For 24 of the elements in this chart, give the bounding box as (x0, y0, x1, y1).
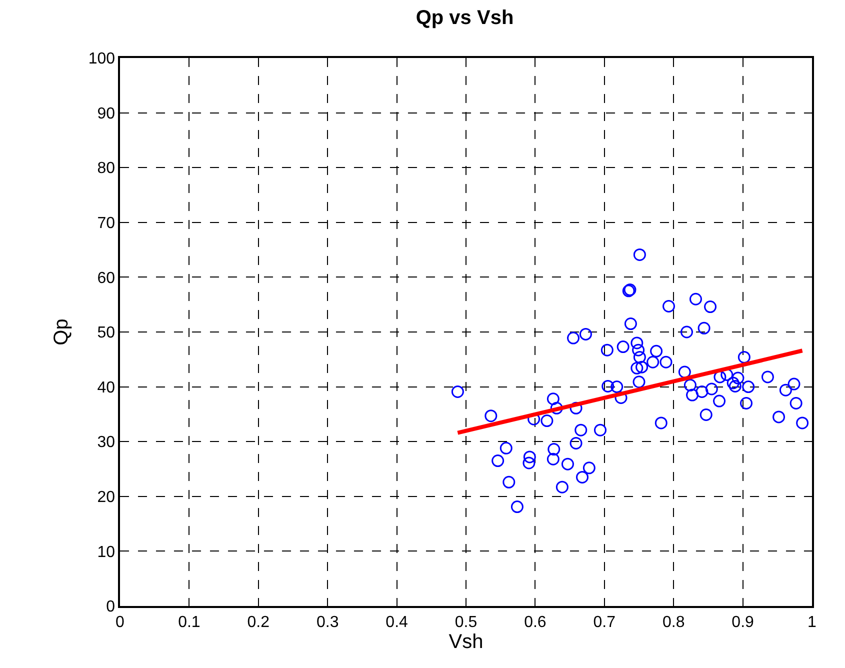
x-tick-label: 0.2 (247, 614, 270, 631)
y-tick-label: 20 (97, 489, 116, 506)
y-axis-title: Qp (50, 318, 72, 346)
y-tick-label: 50 (97, 324, 116, 342)
y-tick-label: 70 (97, 215, 116, 232)
x-tick-label: 0.9 (732, 614, 754, 631)
y-tick-label: 0 (106, 598, 116, 616)
y-tick-label: 90 (97, 105, 116, 122)
x-tick-label: 0.6 (524, 614, 546, 631)
y-tick-label: 40 (97, 379, 116, 396)
y-tick-label: 100 (88, 50, 116, 68)
x-tick-label: 0.5 (454, 614, 478, 631)
x-axis-title: Vsh (448, 630, 484, 653)
x-tick-label: 0.3 (316, 614, 339, 631)
x-tick-label: 0.7 (593, 614, 616, 631)
y-tick-label: 80 (97, 160, 116, 178)
chart-title: Qp vs Vsh (416, 7, 514, 30)
x-tick-label: 0.1 (178, 614, 200, 631)
x-tick-label: 0.4 (386, 614, 408, 631)
x-tick-label: 1 (808, 614, 817, 631)
y-tick-label: 10 (97, 544, 116, 561)
y-tick-label: 30 (97, 434, 116, 452)
y-tick-label: 60 (97, 270, 116, 287)
x-tick-label: 0.8 (662, 614, 685, 631)
